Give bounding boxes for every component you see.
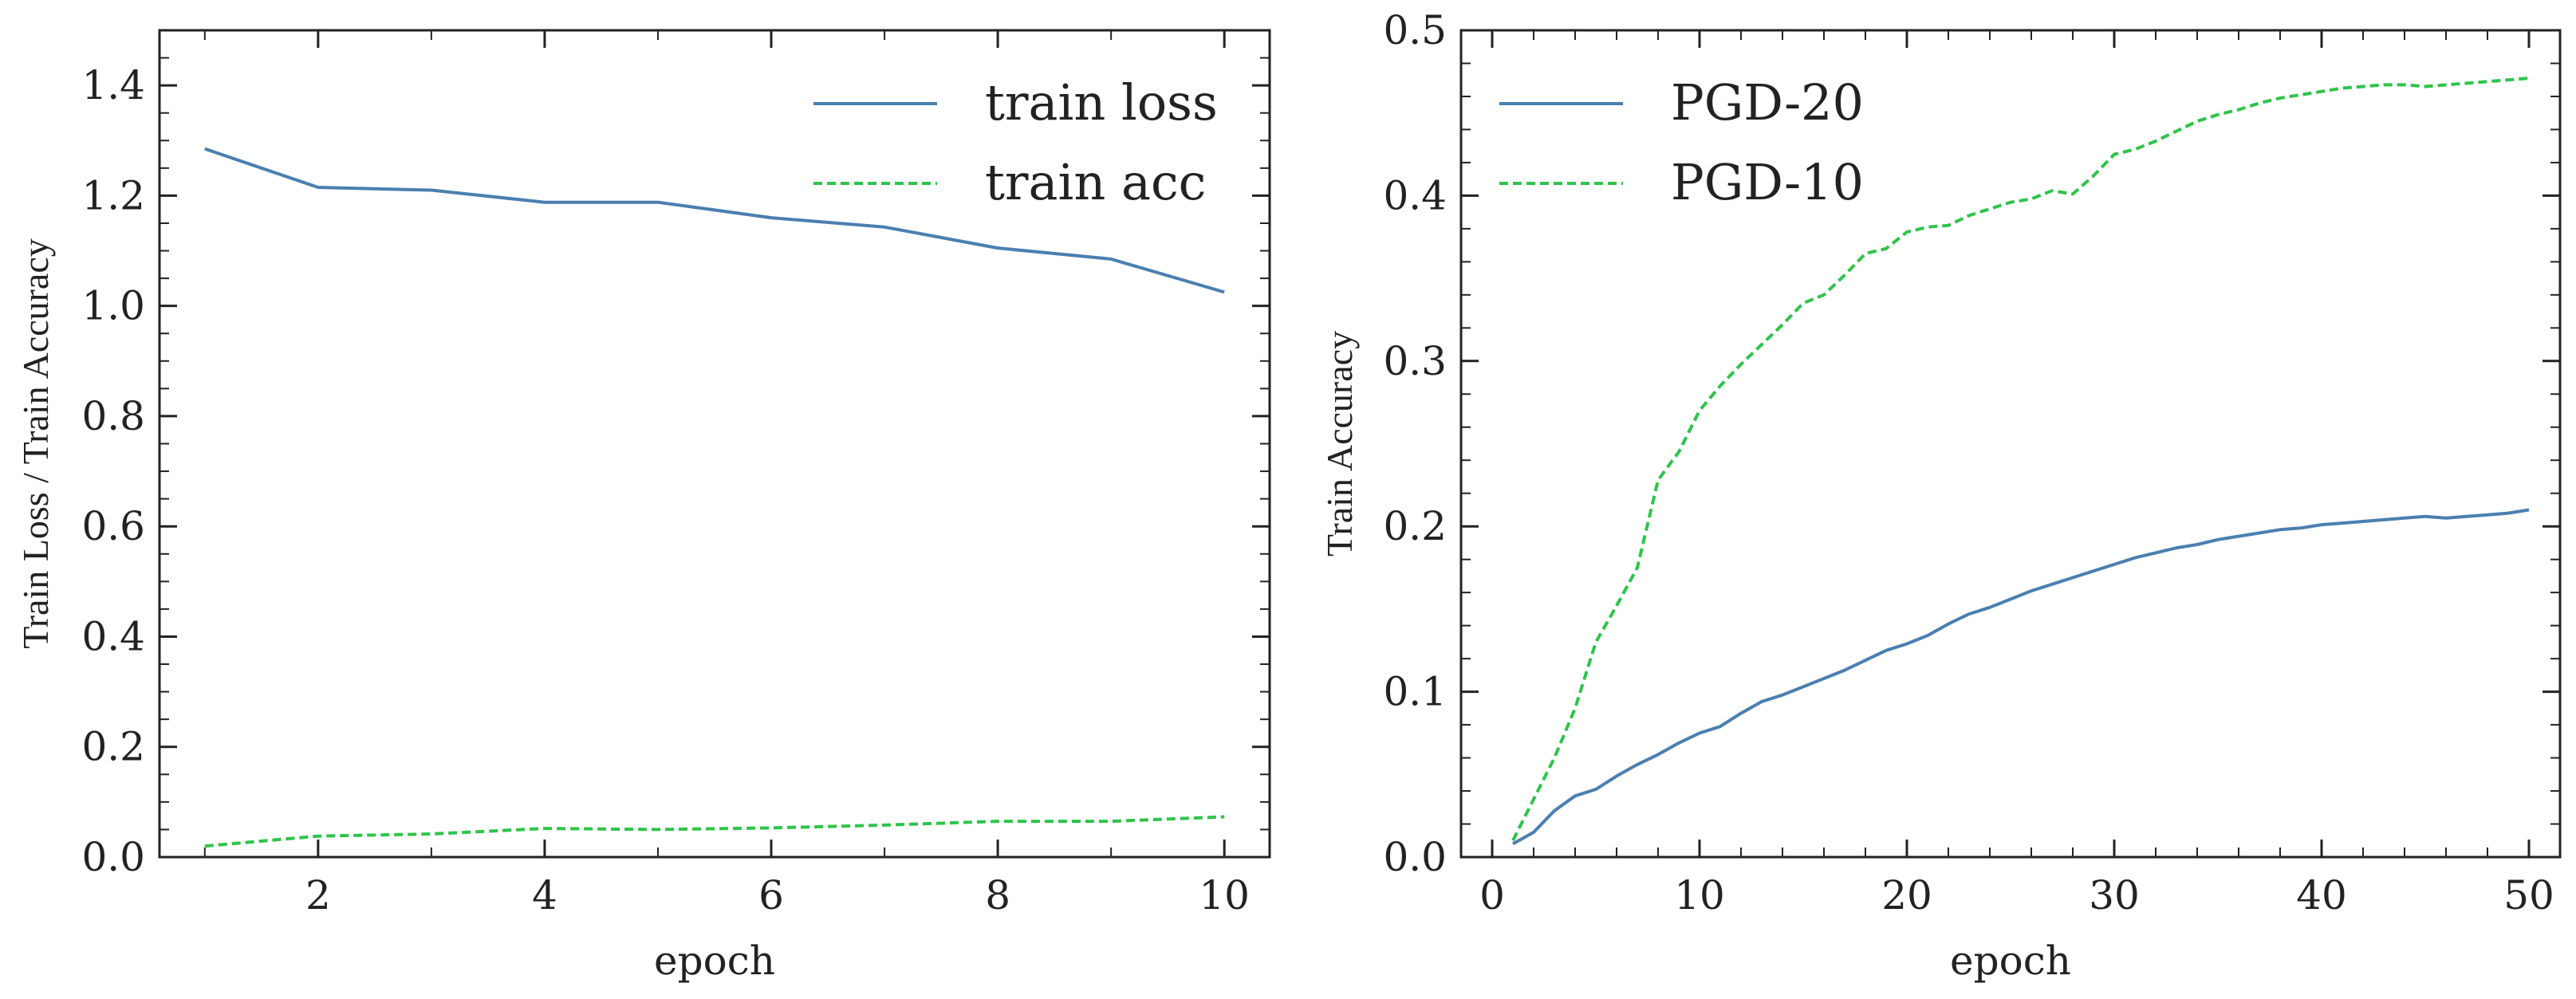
- right-chart-panel: 0 10 20 30 40 50 0.0 0.1 0.2 0.3 0.4 0.5 epoch Train …: [1319, 7, 2562, 984]
- x-tick-label: 4: [532, 872, 557, 918]
- x-tick-label: 8: [985, 872, 1010, 918]
- x-tick-label: 10: [1674, 872, 1725, 918]
- y-tick-label: 0.5: [1383, 7, 1447, 53]
- y-tick-label: 1.4: [81, 62, 145, 108]
- series-line-pgd-20: [1512, 508, 2530, 846]
- y-axis-label: Train Loss / Train Accuracy: [15, 238, 56, 649]
- legend-label: train acc: [985, 153, 1206, 211]
- x-axis-label: epoch: [654, 938, 775, 984]
- x-tick-label: 30: [2089, 872, 2140, 918]
- y-tick-label: 0.1: [1383, 669, 1447, 715]
- x-tick-label: 10: [1199, 872, 1250, 918]
- y-tick-label: 0.4: [81, 613, 145, 659]
- y-tick-label: 0.2: [1383, 503, 1447, 549]
- series-line-train-loss: [204, 147, 1225, 294]
- y-tick-label: 1.0: [81, 283, 145, 329]
- plot-frame: [1459, 29, 2562, 859]
- left-chart-panel: 2 4 6 8 10 0.0 0.2 0.4 0.6 0.8 1.0 1.2 1.4 epoch Train…: [15, 29, 1271, 984]
- series-line-pgd-10: [1511, 77, 2530, 842]
- series-line-train-acc: [204, 815, 1225, 848]
- x-tick-label: 2: [305, 872, 331, 918]
- legend-label: PGD-20: [1671, 73, 1864, 132]
- x-axis-label: epoch: [1950, 938, 2071, 984]
- x-tick-label: 20: [1881, 872, 1932, 918]
- legend-label: train loss: [985, 73, 1218, 132]
- y-tick-label: 0.4: [1383, 172, 1447, 218]
- x-tick-label: 50: [2503, 872, 2554, 918]
- y-tick-label: 1.2: [81, 172, 145, 218]
- y-tick-label: 0.3: [1383, 338, 1447, 384]
- y-tick-label: 0.2: [81, 724, 145, 770]
- y-tick-label: 0.6: [81, 503, 145, 549]
- y-axis-label: Train Accuracy: [1319, 331, 1360, 557]
- x-tick-label: 40: [2296, 872, 2347, 918]
- x-tick-label: 0: [1479, 872, 1505, 918]
- y-tick-label: 0.0: [1383, 834, 1447, 880]
- x-tick-label: 6: [758, 872, 784, 918]
- legend-label: PGD-10: [1671, 153, 1864, 211]
- y-tick-label: 0.8: [81, 393, 145, 439]
- y-tick-label: 0.0: [81, 834, 145, 880]
